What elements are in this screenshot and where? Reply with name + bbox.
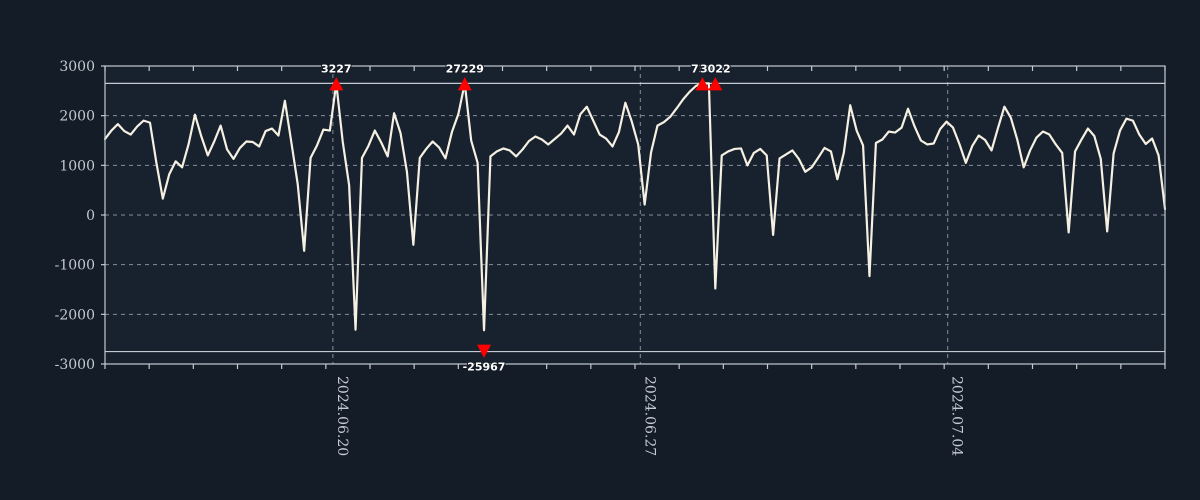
annotation-marker [695, 77, 710, 91]
y-axis-tick-label: -2000 [55, 307, 95, 323]
x-axis-tick-label: 2024.06.27 [641, 376, 657, 456]
annotation-marker [329, 77, 344, 91]
annotation-marker [708, 77, 723, 91]
data-line [103, 82, 1167, 332]
annotation-label: 27229 [446, 62, 484, 75]
y-axis-tick-label: 0 [86, 208, 95, 224]
reference-lines [105, 82, 1165, 353]
annotation-label: 3227 [321, 62, 352, 75]
series-line [103, 82, 1167, 332]
annotation-marker [457, 77, 472, 91]
axis-frame [101, 65, 1166, 369]
y-axis-tick-label: -1000 [55, 258, 95, 274]
annotation-markers [329, 77, 723, 358]
annotation-label: 730 [691, 62, 714, 75]
annotation-marker [477, 344, 492, 358]
x-axis-tick-label: 2024.06.20 [334, 376, 350, 456]
y-axis-tick-label: 2000 [59, 109, 95, 125]
y-axis-tick-label: 3000 [59, 59, 95, 75]
annotation-label: 3022 [700, 62, 731, 75]
y-axis-tick-labels: 3000 2000 1000 0 -1000 -2000 -3000 [55, 59, 95, 373]
y-axis-tick-label: -3000 [55, 357, 95, 373]
y-axis-tick-label: 1000 [59, 158, 95, 174]
x-axis-tick-label: 2024.07.04 [949, 376, 965, 456]
x-axis-tick-labels: 2024.06.20 2024.06.27 2024.07.04 [334, 376, 965, 456]
annotation-label: -25967 [463, 361, 506, 374]
